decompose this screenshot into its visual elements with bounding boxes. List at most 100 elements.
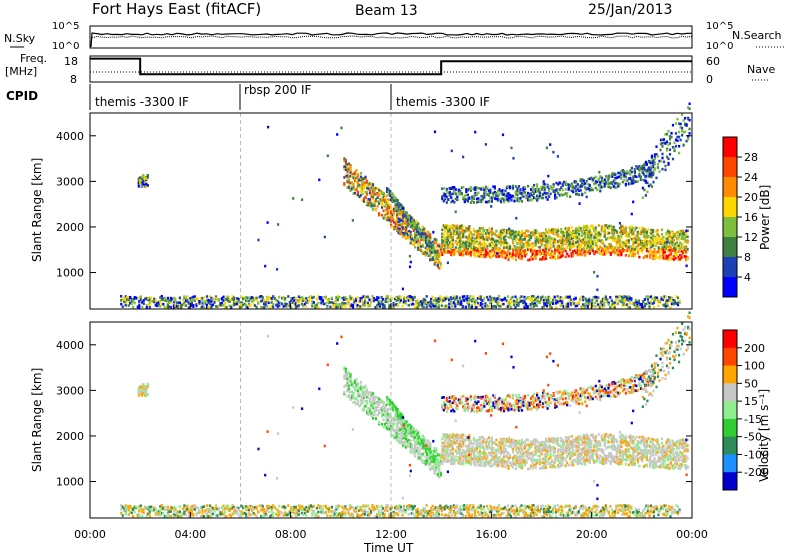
power-cell	[459, 237, 462, 241]
nsky-label: N.Sky	[4, 32, 36, 45]
power-cell	[410, 218, 413, 221]
power-cell	[653, 254, 656, 258]
power-cell	[178, 301, 181, 304]
power-cell	[272, 295, 275, 298]
power-cell	[680, 256, 683, 259]
power-cell	[448, 298, 451, 302]
power-cell	[193, 298, 196, 302]
power-cell	[537, 238, 540, 241]
power-cell	[472, 228, 475, 231]
power-cell	[427, 301, 430, 305]
power-cell	[549, 239, 552, 242]
power-cell	[450, 249, 453, 252]
power-cell	[507, 255, 510, 259]
power-cell	[486, 186, 489, 190]
power-cell	[366, 304, 370, 308]
power-cell	[543, 232, 546, 235]
power-cell	[414, 227, 417, 230]
power-cell	[349, 170, 352, 174]
power-cell	[678, 144, 681, 148]
power-cell	[688, 107, 691, 110]
power-cell	[456, 226, 459, 230]
power-cell	[581, 240, 584, 243]
power-cell	[676, 303, 680, 307]
power-cell	[620, 253, 623, 257]
power-cell	[123, 300, 126, 304]
power-cell	[127, 299, 130, 303]
power-cell	[579, 228, 582, 232]
power-cell	[634, 305, 637, 309]
power-cell	[168, 305, 171, 309]
power-cell	[424, 301, 427, 304]
power-cell	[668, 231, 671, 234]
power-cell	[674, 122, 678, 125]
power-cell	[406, 230, 409, 233]
power-cell	[504, 246, 507, 249]
power-cell	[376, 193, 379, 196]
power-cell	[536, 190, 539, 193]
power-cell	[492, 246, 495, 250]
power-cell	[288, 300, 291, 304]
power-cell	[382, 192, 385, 195]
power-cell	[401, 304, 404, 308]
power-cell	[560, 236, 563, 240]
power-cell	[353, 177, 357, 181]
power-cell	[404, 214, 407, 217]
noise-search-line	[91, 35, 693, 39]
power-cell	[344, 158, 347, 162]
power-cell	[347, 299, 350, 303]
power-cell	[600, 241, 603, 244]
power-cell	[615, 299, 618, 302]
power-cell	[577, 302, 580, 305]
power-cell	[585, 187, 588, 190]
power-cell	[346, 186, 349, 189]
power-cell	[455, 295, 458, 298]
power-cell	[575, 192, 578, 196]
power-cell	[187, 302, 190, 305]
power-cell	[465, 248, 468, 251]
power-cell	[183, 296, 186, 300]
power-cell	[588, 299, 591, 302]
power-cell	[410, 303, 413, 306]
power-cell	[511, 232, 515, 236]
power-cell	[263, 302, 266, 306]
power-cell	[385, 300, 388, 304]
power-cell	[505, 192, 509, 196]
power-cell	[457, 300, 460, 303]
power-cell	[612, 228, 615, 232]
power-cell	[635, 241, 638, 244]
power-cell	[493, 304, 496, 308]
power-cell	[683, 231, 686, 235]
power-cell	[548, 230, 551, 233]
power-cell	[400, 216, 403, 219]
power-cell	[427, 247, 430, 251]
power-cell	[523, 235, 527, 239]
power-cell	[541, 299, 544, 303]
power-cell	[665, 237, 668, 241]
power-cell	[439, 264, 442, 268]
power-cell	[534, 237, 537, 240]
power-cell	[391, 216, 394, 220]
power-cell	[453, 253, 456, 256]
power-cell	[635, 180, 638, 184]
power-cell	[677, 234, 680, 238]
power-cell	[385, 200, 388, 203]
power-cell	[522, 238, 525, 241]
power-cell	[445, 251, 448, 255]
date-label: 25/Jan/2013	[588, 2, 672, 18]
power-cell	[332, 304, 335, 307]
power-cell	[462, 244, 465, 248]
power-cell	[525, 241, 528, 244]
power-cell	[629, 252, 632, 255]
power-cell	[520, 231, 524, 234]
power-cell	[671, 257, 674, 261]
power-cell	[321, 302, 324, 306]
power-cell	[397, 217, 400, 221]
power-cell	[630, 232, 633, 236]
power-cell	[539, 246, 542, 249]
power-cell	[529, 297, 532, 300]
power-cell	[648, 256, 652, 259]
power-cell	[622, 300, 625, 303]
power-cell	[208, 302, 212, 305]
power-cell	[153, 297, 156, 301]
